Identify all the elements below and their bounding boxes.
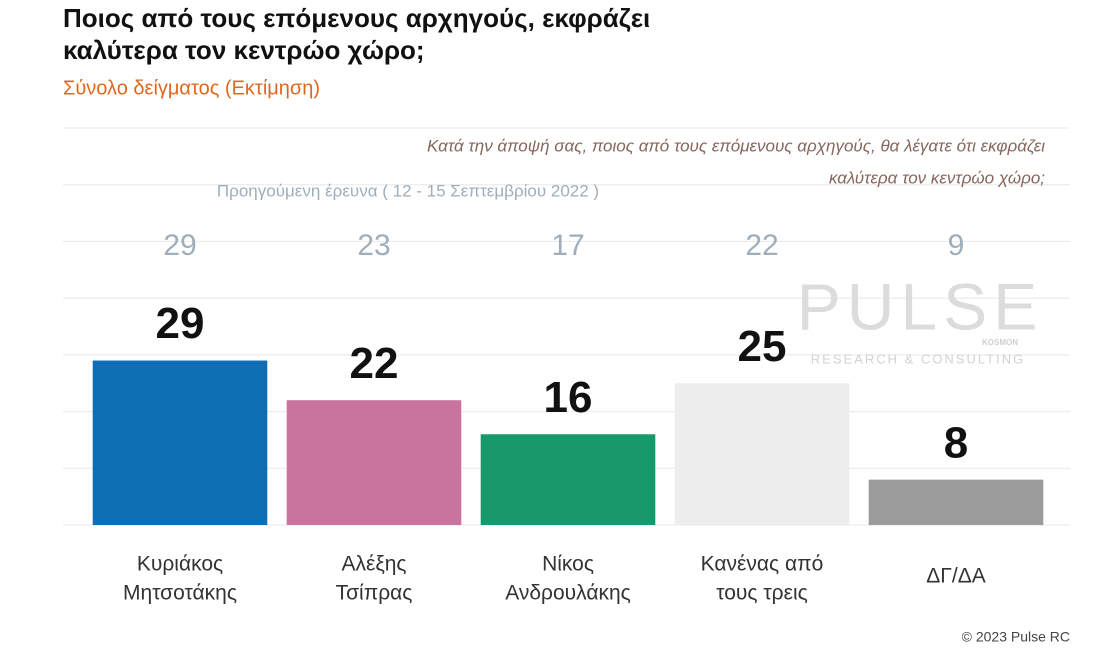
x-tick-label: ΔΓ/ΔΑ [926, 565, 985, 588]
x-tick-label: Μητσοτάκης [123, 582, 237, 605]
value-label: 22 [350, 339, 399, 388]
question: καλύτερα τον κεντρώο χώρο; [829, 168, 1045, 187]
bar [480, 434, 656, 525]
previous-value: 22 [745, 229, 778, 262]
x-tick-label: Κανένας από [701, 553, 824, 576]
chart-title: Ποιος από τους επόμενους αρχηγούς, εκφρά… [63, 3, 650, 33]
bar [868, 479, 1044, 525]
previous-value: 9 [948, 229, 965, 262]
watermark-tagline: RESEARCH & CONSULTING [811, 351, 1025, 366]
previous-value: 17 [551, 229, 584, 262]
footer: © 2023 Pulse RC [962, 629, 1070, 645]
value-label: 25 [738, 322, 787, 371]
watermark-partner: KOSMON [982, 338, 1018, 347]
chart-title: καλύτερα τον κεντρώο χώρο; [63, 35, 425, 65]
x-tick-label: Ανδρουλάκης [505, 582, 631, 605]
value-label: 16 [544, 373, 593, 422]
value-label: 29 [156, 299, 205, 348]
bar [286, 400, 462, 525]
x-tick-label: Νίκος [542, 553, 594, 576]
previous-value: 23 [357, 229, 390, 262]
previous-label: Προηγούμενη έρευνα ( 12 - 15 Σεπτεμβρίου… [217, 181, 599, 200]
chart-subtitle: Σύνολο δείγματος (Εκτίμηση) [63, 77, 320, 99]
previous-value: 29 [163, 229, 196, 262]
value-label: 8 [944, 418, 968, 467]
x-tick-label: τους τρεις [716, 582, 808, 605]
x-tick-label: Κυριάκος [137, 553, 223, 576]
watermark-brand: PULSE [797, 269, 1043, 343]
bar [92, 360, 268, 525]
bar [674, 383, 850, 525]
x-tick-label: Αλέξης [341, 553, 406, 576]
question: Κατά την άποψή σας, ποιος από τους επόμε… [427, 136, 1045, 155]
x-tick-label: Τσίπρας [336, 582, 413, 605]
